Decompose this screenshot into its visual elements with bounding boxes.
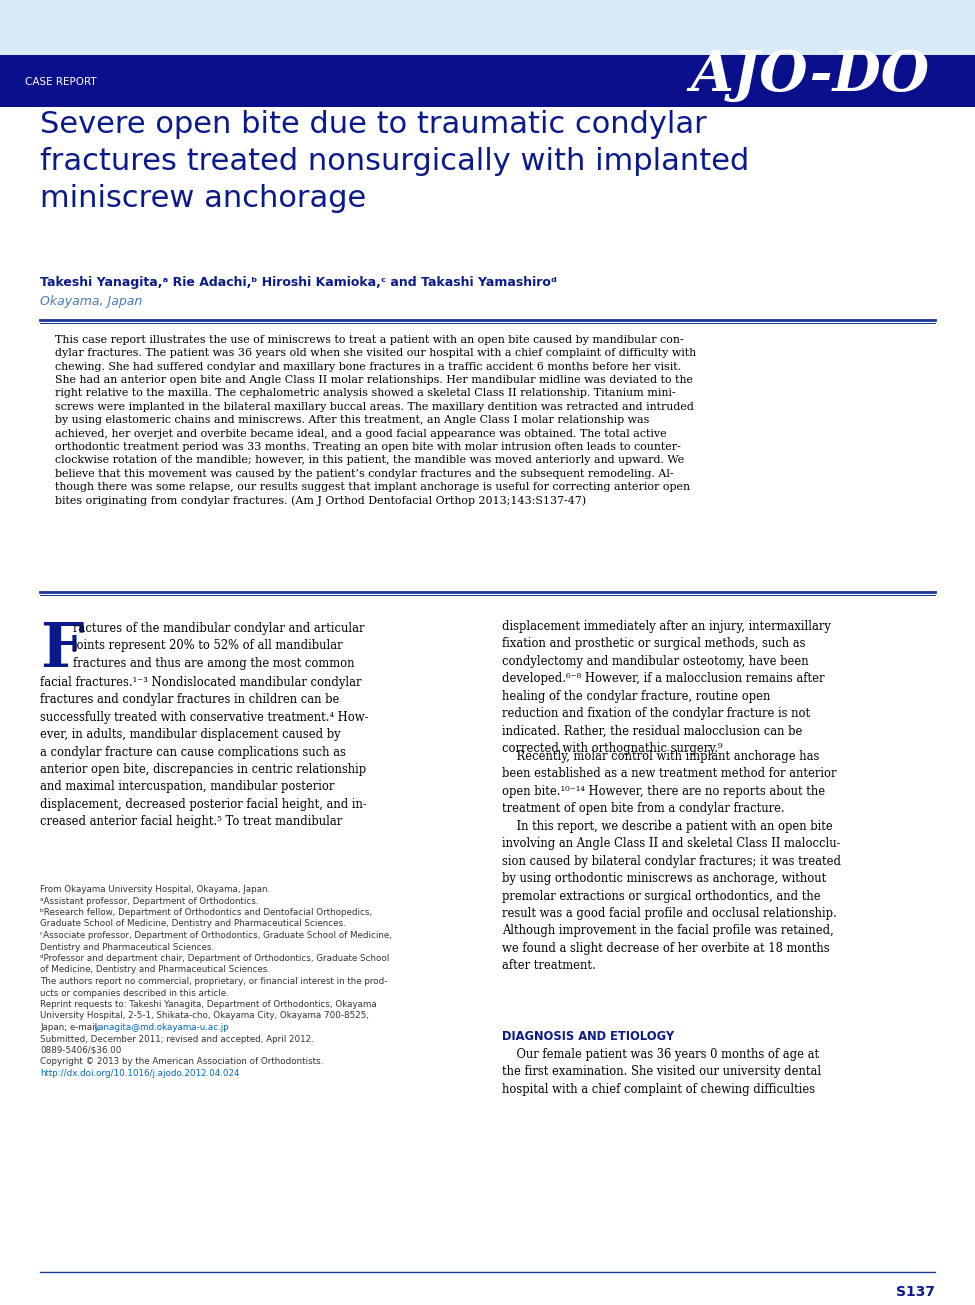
Text: yanagita@md.okayama-u.ac.jp: yanagita@md.okayama-u.ac.jp: [94, 1023, 229, 1032]
Text: Okayama, Japan: Okayama, Japan: [40, 295, 142, 308]
Text: Reprint requests to: Takeshi Yanagita, Department of Orthodontics, Okayama: Reprint requests to: Takeshi Yanagita, D…: [40, 1000, 376, 1009]
Text: DIAGNOSIS AND ETIOLOGY: DIAGNOSIS AND ETIOLOGY: [502, 1030, 674, 1043]
Bar: [0, 55, 975, 107]
Text: F: F: [40, 620, 84, 680]
Text: S137: S137: [896, 1285, 935, 1298]
Text: Severe open bite due to traumatic condylar
fractures treated nonsurgically with : Severe open bite due to traumatic condyl…: [40, 110, 749, 213]
Text: ucts or companies described in this article.: ucts or companies described in this arti…: [40, 988, 229, 997]
Text: ᵇResearch fellow, Department of Orthodontics and Dentofacial Orthopedics,: ᵇResearch fellow, Department of Orthodon…: [40, 908, 372, 917]
Text: University Hospital, 2-5-1, Shikata-cho, Okayama City, Okayama 700-8525,: University Hospital, 2-5-1, Shikata-cho,…: [40, 1011, 369, 1021]
Text: Takeshi Yanagita,ᵃ Rie Adachi,ᵇ Hiroshi Kamioka,ᶜ and Takashi Yamashiroᵈ: Takeshi Yanagita,ᵃ Rie Adachi,ᵇ Hiroshi …: [40, 275, 557, 288]
Text: http://dx.doi.org/10.1016/j.ajodo.2012.04.024: http://dx.doi.org/10.1016/j.ajodo.2012.0…: [40, 1069, 240, 1078]
Text: .: .: [189, 1023, 192, 1032]
Text: AJO-DO: AJO-DO: [690, 48, 929, 103]
Text: displacement immediately after an injury, intermaxillary
fixation and prosthetic: displacement immediately after an injury…: [502, 620, 831, 754]
Text: 0889-5406/$36.00: 0889-5406/$36.00: [40, 1047, 121, 1054]
Text: ᵃAssistant professor, Department of Orthodontics.: ᵃAssistant professor, Department of Orth…: [40, 897, 258, 906]
Bar: [0, 0, 975, 90]
Text: Recently, molar control with implant anchorage has
been established as a new tre: Recently, molar control with implant anc…: [502, 750, 837, 816]
Text: This case report illustrates the use of miniscrews to treat a patient with an op: This case report illustrates the use of …: [55, 335, 696, 506]
Text: Japan; e-mail,: Japan; e-mail,: [40, 1023, 102, 1032]
Text: From Okayama University Hospital, Okayama, Japan.: From Okayama University Hospital, Okayam…: [40, 885, 270, 894]
Text: ᵈProfessor and department chair, Department of Orthodontics, Graduate School: ᵈProfessor and department chair, Departm…: [40, 954, 389, 963]
Text: Our female patient was 36 years 0 months of age at
the first examination. She vi: Our female patient was 36 years 0 months…: [502, 1048, 821, 1096]
Text: ractures of the mandibular condylar and articular
joints represent 20% to 52% of: ractures of the mandibular condylar and …: [73, 622, 365, 669]
Text: CASE REPORT: CASE REPORT: [25, 77, 97, 87]
Text: The authors report no commercial, proprietary, or financial interest in the prod: The authors report no commercial, propri…: [40, 977, 387, 987]
Text: Copyright © 2013 by the American Association of Orthodontists.: Copyright © 2013 by the American Associa…: [40, 1057, 324, 1066]
Text: facial fractures.¹⁻³ Nondislocated mandibular condylar
fractures and condylar fr: facial fractures.¹⁻³ Nondislocated mandi…: [40, 676, 369, 829]
Text: of Medicine, Dentistry and Pharmaceutical Sciences.: of Medicine, Dentistry and Pharmaceutica…: [40, 966, 270, 975]
Text: In this report, we describe a patient with an open bite
involving an Angle Class: In this report, we describe a patient wi…: [502, 820, 841, 972]
Text: Dentistry and Pharmaceutical Sciences.: Dentistry and Pharmaceutical Sciences.: [40, 942, 214, 951]
Text: ᶜAssociate professor, Department of Orthodontics, Graduate School of Medicine,: ᶜAssociate professor, Department of Orth…: [40, 930, 392, 940]
Text: Graduate School of Medicine, Dentistry and Pharmaceutical Sciences.: Graduate School of Medicine, Dentistry a…: [40, 920, 346, 928]
Text: Submitted, December 2011; revised and accepted, April 2012.: Submitted, December 2011; revised and ac…: [40, 1035, 314, 1044]
